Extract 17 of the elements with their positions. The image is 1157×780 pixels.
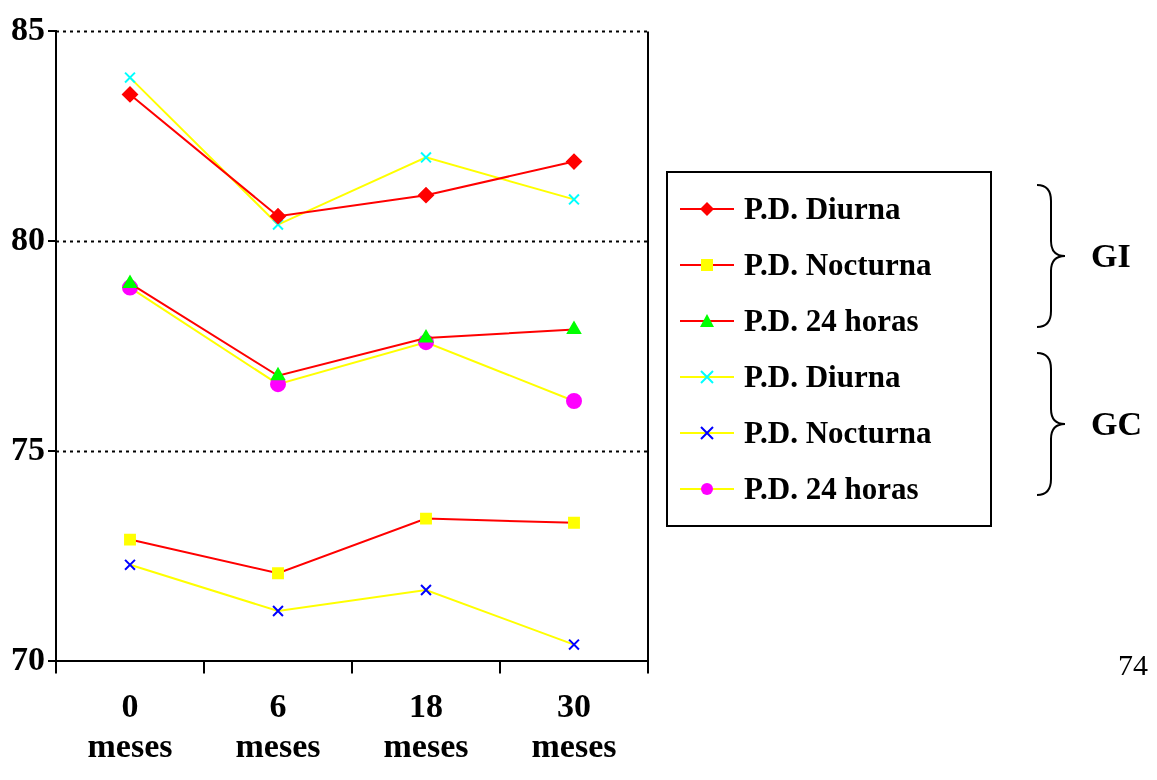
x-tick-label: 0 meses	[87, 686, 173, 765]
x-tick-label: 18 meses	[383, 686, 469, 765]
legend-label: P.D. 24 horas	[744, 303, 919, 339]
y-tick-label: 80	[11, 220, 45, 258]
x-tick-label: 30 meses	[531, 686, 617, 765]
y-tick-label: 70	[11, 640, 45, 678]
text: GC	[1091, 405, 1142, 443]
text: GI	[1091, 237, 1131, 275]
legend-label: P.D. Diurna	[744, 359, 901, 395]
text: 74	[1118, 648, 1148, 682]
legend-label: P.D. Nocturna	[744, 415, 932, 451]
legend-label: P.D. Nocturna	[744, 247, 932, 283]
y-tick-label: 75	[11, 430, 45, 468]
legend-label: P.D. Diurna	[744, 191, 901, 227]
x-tick-label: 6 meses	[235, 686, 321, 765]
y-tick-label: 85	[11, 10, 45, 48]
legend-label: P.D. 24 horas	[744, 471, 919, 507]
